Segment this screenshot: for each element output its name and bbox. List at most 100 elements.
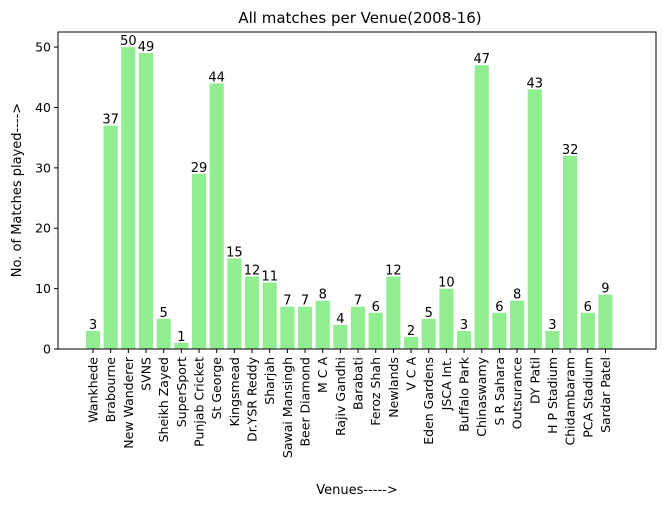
- x-tick-label: Sharjah: [262, 357, 277, 405]
- bar: [510, 300, 525, 349]
- bar: [350, 306, 366, 349]
- bar: [244, 276, 260, 349]
- y-tick-label: 10: [35, 281, 51, 296]
- bar-value-label: 5: [160, 306, 168, 321]
- x-tick-label: Sawai Mansingh: [280, 357, 295, 458]
- bar-value-label: 5: [425, 306, 433, 321]
- x-tick-label: M C A: [315, 357, 330, 393]
- y-tick-label: 40: [35, 100, 51, 115]
- bar: [580, 312, 595, 349]
- bar: [492, 312, 507, 349]
- bar-value-label: 3: [89, 318, 97, 333]
- x-tick-label: New Wanderer: [121, 356, 136, 449]
- x-tick-label: PCA Stadium: [580, 357, 595, 438]
- bar-value-label: 44: [208, 70, 225, 85]
- bar: [297, 306, 313, 349]
- bar: [439, 288, 454, 349]
- bar: [403, 336, 419, 349]
- bar-value-label: 32: [562, 143, 579, 158]
- bar-value-label: 8: [513, 288, 521, 303]
- bar: [368, 312, 383, 349]
- bar-value-label: 15: [226, 245, 243, 260]
- x-tick-label: DY Patil: [527, 357, 542, 404]
- plot-area-frame: [57, 31, 657, 350]
- bar: [386, 276, 401, 349]
- bar: [138, 53, 154, 349]
- x-tick-label: SuperSport: [174, 357, 189, 427]
- bar: [280, 306, 295, 349]
- y-axis-label: No. of Matches played---->: [10, 103, 25, 277]
- bar-value-label: 47: [473, 52, 490, 67]
- bar-value-label: 8: [319, 288, 327, 303]
- bar-value-label: 4: [336, 312, 344, 327]
- bar-value-label: 37: [102, 113, 119, 128]
- bar-value-label: 6: [372, 300, 380, 315]
- x-tick-label: Beer Diamond: [298, 357, 313, 447]
- bar: [121, 47, 136, 349]
- bar: [103, 125, 118, 349]
- bar: [457, 330, 472, 349]
- y-tick-label: 30: [35, 160, 51, 175]
- x-tick-label: Outsurance: [510, 357, 525, 430]
- bar: [421, 318, 436, 349]
- x-axis-ticks: Wankhede Brabourne New Wanderer SVNS Sheikh …: [86, 349, 613, 458]
- bar: [227, 258, 242, 349]
- bar-value-label: 9: [601, 282, 609, 297]
- bar-value-label: 43: [526, 76, 543, 91]
- bar-value-label: 1: [177, 330, 185, 345]
- x-tick-label: JSCA Int.: [439, 357, 454, 411]
- y-tick-label: 20: [35, 221, 51, 236]
- x-tick-label: S R Sahara: [492, 357, 507, 426]
- bar-value-label: 7: [354, 294, 362, 309]
- x-tick-label: Sheikh Zayed: [156, 357, 171, 442]
- x-tick-label: Dr.YSR Reddy: [245, 356, 260, 442]
- chart-title: All matches per Venue(2008-16): [238, 9, 481, 27]
- bar-value-label: 7: [301, 294, 309, 309]
- y-axis-ticks: 0 10 20 30 40 50: [35, 40, 58, 357]
- bar: [85, 330, 101, 349]
- bar-value-label: 3: [460, 318, 468, 333]
- y-tick-label: 0: [43, 342, 51, 357]
- bar-value-label: 29: [191, 161, 208, 176]
- bar-value-label: 12: [244, 264, 261, 279]
- bar: [174, 342, 189, 349]
- x-tick-label: Chidambaram: [563, 357, 578, 445]
- bar: [563, 155, 578, 349]
- bar: [191, 173, 207, 349]
- x-tick-label: Chinaswamy: [474, 356, 489, 436]
- bars-group: [85, 47, 613, 350]
- bar-value-label: 6: [584, 300, 592, 315]
- x-axis-label: Venues----->: [316, 483, 397, 498]
- bar: [598, 294, 613, 349]
- bar: [333, 324, 348, 349]
- bar: [156, 318, 171, 349]
- bar-value-label: 3: [548, 318, 556, 333]
- x-tick-label: Punjab Cricket: [192, 357, 207, 447]
- x-tick-label: V C A: [404, 357, 419, 391]
- x-tick-label: Eden Gardens: [421, 357, 436, 445]
- x-tick-label: SVNS: [139, 357, 154, 391]
- x-tick-label: St George: [209, 357, 224, 420]
- bar-value-label: 12: [385, 264, 402, 279]
- bar: [474, 65, 489, 350]
- y-tick-label: 50: [35, 40, 51, 55]
- bar: [315, 300, 330, 349]
- bar-value-label: 6: [495, 300, 503, 315]
- bar-value-label: 11: [261, 270, 278, 285]
- bar-value-label: 10: [438, 276, 455, 291]
- x-tick-label: Rajiv Gandhi: [333, 357, 348, 436]
- bar-value-label: 49: [138, 40, 155, 55]
- bar-value-label: 7: [283, 294, 291, 309]
- bar: [209, 83, 224, 349]
- x-tick-label: Feroz Shah: [368, 357, 383, 426]
- x-tick-label: Newlands: [386, 357, 401, 418]
- bar: [262, 282, 277, 349]
- bar: [527, 89, 542, 350]
- bar-value-label: 50: [120, 34, 137, 49]
- x-tick-label: Wankhede: [86, 357, 101, 423]
- x-tick-label: Kingsmead: [227, 357, 242, 427]
- x-tick-label: H P Stadium: [545, 357, 560, 434]
- x-tick-label: Brabourne: [103, 357, 118, 423]
